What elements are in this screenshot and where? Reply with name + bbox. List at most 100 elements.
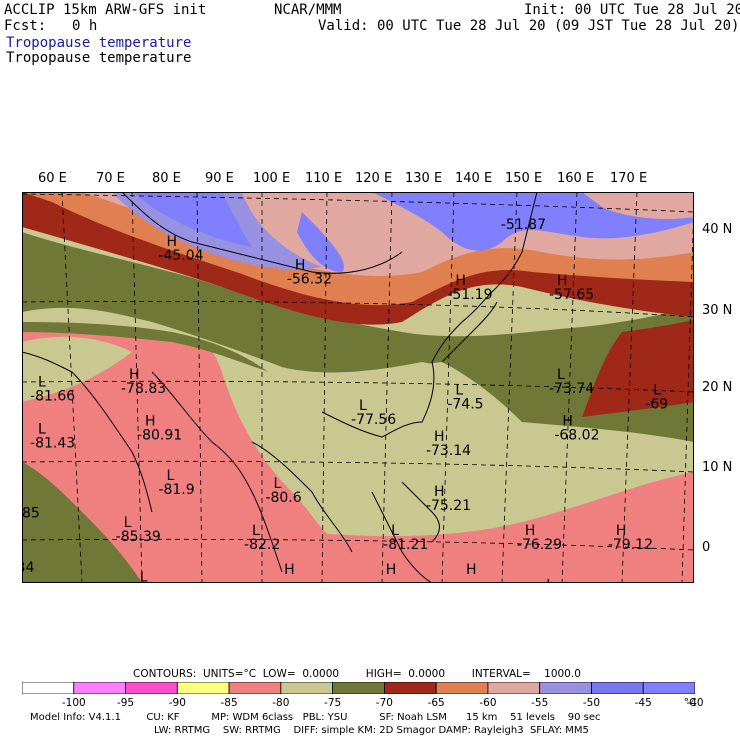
colorbar-tick: -55 [531,697,549,709]
low-marker: L [38,421,46,437]
extremum-value: -85.39 [116,529,161,545]
colorbar-segment [435,682,489,694]
extremum-value: -80.91 [137,428,182,444]
colorbar [22,682,695,694]
colorbar-segment [280,682,334,694]
colorbar-segment [591,682,644,694]
longitude-label: 140 E [455,171,493,186]
model-info-line2: LW: RRTMG SW: RRTMG DIFF: simple KM: 2D … [154,725,589,736]
high-marker: H [295,258,306,274]
colorbar-tick: -40 [686,697,704,709]
extremum-value: -81.21 [383,537,428,553]
high-marker: H [284,562,295,578]
zone-minus45-mongolia [297,212,344,272]
extremum-value: 2.85 [22,506,40,522]
model-info-line1: Model Info: V4.1.1 CU: KF MP: WDM 6class… [30,712,601,723]
colorbar-tick: -60 [479,697,497,709]
colorbar-segment [125,682,178,694]
low-marker: L [166,468,174,484]
colorbar-tick: -70 [375,697,393,709]
latitude-label: 10 N [702,460,733,475]
longitude-label: 60 E [38,171,67,186]
high-marker: H [434,429,445,445]
tropopause-temperature-map: H-45.04H-56.32 H-51.19-51.87H-57.65L-81.6… [22,192,694,583]
map-frame [22,192,694,583]
extremum-value: -81.9 [158,482,194,498]
colorbar-tick: -50 [582,697,601,709]
extremum-value: -78.83 [121,381,166,397]
zone-minus70-sw [22,462,142,583]
colorbar-unit: °C [683,697,697,709]
high-marker: H [129,367,140,383]
fcst-label: Fcst: [4,18,47,34]
longitude-label: 100 E [253,171,291,186]
colorbar-segment [332,682,385,694]
high-marker: H [434,484,445,500]
low-marker: L [273,476,281,492]
extremum-value: -68.02 [554,428,599,444]
colorbar-segment [539,682,592,694]
model-title: ACCLIP 15km ARW-GFS init [4,2,207,18]
colorbar-tick: -75 [324,697,342,709]
zone-minus55-ne [582,192,694,219]
colorbar-tick: -65 [427,697,445,709]
field-title-black: Tropopause temperature [6,50,192,66]
high-marker: H [525,523,536,539]
high-marker: H [616,523,627,539]
low-marker: L [653,382,661,398]
low-marker: L [391,523,399,539]
extremum-value: -82.2 [244,537,280,553]
longitude-label: 90 E [205,171,234,186]
extremum-value: -75.21 [426,498,471,514]
latitude-label: 20 N [702,380,733,395]
zone-minus70 [22,232,694,442]
longitude-label: 130 E [405,171,443,186]
contours-info: CONTOURS: UNITS=°C LOW= 0.0000 HIGH= 0.0… [133,668,581,680]
colorbar-tick: -90 [168,697,186,709]
low-marker: L [124,515,132,531]
center-name: NCAR/MMM [274,2,342,18]
low-marker: L [546,577,554,583]
extremum-value: -73.14 [426,443,471,459]
zone-minus75-west [22,336,132,402]
high-marker: H [562,414,573,430]
longitude-label: 160 E [557,171,595,186]
extremum-value: -77.56 [351,412,396,428]
zone-minus45 [132,192,252,247]
low-marker: L [359,398,367,414]
zone-minus65-pacific [582,320,694,417]
colorbar-segment [73,682,126,694]
low-marker: L [38,375,46,391]
high-marker: H [386,562,397,578]
high-marker: H [455,273,466,289]
extremum-value: -81.66 [30,389,75,405]
colorbar-segment [642,682,695,694]
high-marker: H [557,273,568,289]
colorbar-segment [228,682,282,694]
longitude-label: 80 E [152,171,181,186]
colorbar-tick: -95 [116,697,135,709]
init-time: Init: 00 UTC Tue 28 Jul 20 [524,2,740,18]
high-marker: H [145,414,156,430]
extremum-value: -57.65 [549,287,594,303]
extremum-value: -51.19 [447,287,492,303]
longitude-label: 170 E [610,171,648,186]
low-marker: L [557,367,565,383]
colorbar-tick: -85 [220,697,238,709]
extremum-value: -69 [645,396,668,412]
field-title-blue: Tropopause temperature [6,35,192,51]
high-marker: H [166,234,177,250]
extremum-value: -76.29 [517,537,562,553]
extremum-value: -79.12 [608,537,653,553]
coastlines [22,192,538,583]
colorbar-segment [487,682,541,694]
colorbar-tick: -45 [634,697,652,709]
colorbar-segment [383,682,437,694]
low-marker: L [252,523,260,539]
fcst-value: 0 h [72,18,98,34]
colorbar-segment [22,682,75,694]
valid-time: Valid: 00 UTC Tue 28 Jul 20 (09 JST Tue … [318,18,740,34]
latitude-label: 0 [702,540,711,555]
colorbar-tick: -80 [272,697,290,709]
longitude-label: 70 E [96,171,125,186]
